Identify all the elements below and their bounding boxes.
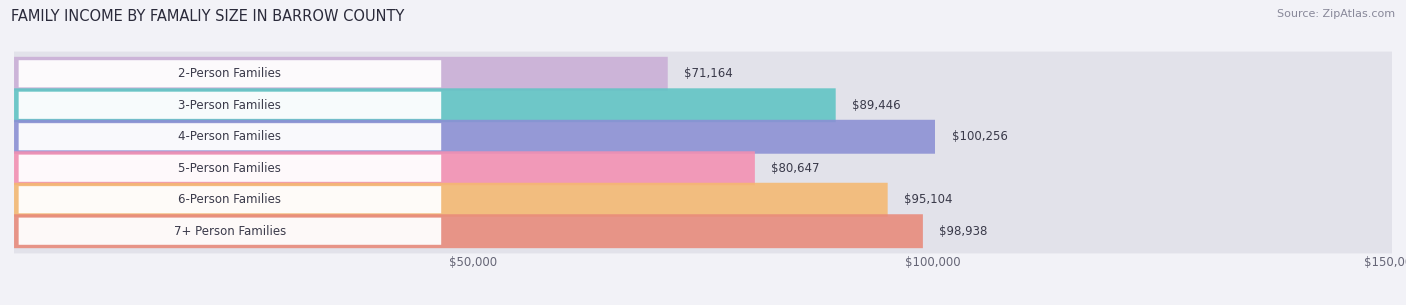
FancyBboxPatch shape (14, 83, 1392, 127)
FancyBboxPatch shape (14, 57, 668, 91)
FancyBboxPatch shape (18, 123, 441, 150)
FancyBboxPatch shape (18, 155, 441, 182)
FancyBboxPatch shape (18, 60, 441, 87)
FancyBboxPatch shape (14, 214, 922, 248)
Text: $95,104: $95,104 (904, 193, 953, 206)
Text: $89,446: $89,446 (852, 99, 901, 112)
Text: $71,164: $71,164 (685, 67, 733, 80)
Text: 3-Person Families: 3-Person Families (179, 99, 281, 112)
Text: $100,256: $100,256 (952, 130, 1008, 143)
FancyBboxPatch shape (18, 186, 441, 213)
FancyBboxPatch shape (14, 151, 755, 185)
Text: 4-Person Families: 4-Person Families (179, 130, 281, 143)
FancyBboxPatch shape (14, 52, 1392, 96)
FancyBboxPatch shape (14, 115, 1392, 159)
FancyBboxPatch shape (14, 183, 887, 217)
Text: $80,647: $80,647 (772, 162, 820, 175)
Text: 2-Person Families: 2-Person Families (179, 67, 281, 80)
Text: $98,938: $98,938 (939, 225, 988, 238)
Text: FAMILY INCOME BY FAMALIY SIZE IN BARROW COUNTY: FAMILY INCOME BY FAMALIY SIZE IN BARROW … (11, 9, 405, 24)
FancyBboxPatch shape (18, 218, 441, 245)
FancyBboxPatch shape (14, 178, 1392, 222)
FancyBboxPatch shape (18, 92, 441, 119)
Text: 6-Person Families: 6-Person Families (179, 193, 281, 206)
FancyBboxPatch shape (14, 146, 1392, 190)
FancyBboxPatch shape (14, 209, 1392, 253)
FancyBboxPatch shape (14, 120, 935, 154)
Text: 5-Person Families: 5-Person Families (179, 162, 281, 175)
Text: 7+ Person Families: 7+ Person Families (174, 225, 285, 238)
Text: Source: ZipAtlas.com: Source: ZipAtlas.com (1277, 9, 1395, 19)
FancyBboxPatch shape (14, 88, 835, 122)
